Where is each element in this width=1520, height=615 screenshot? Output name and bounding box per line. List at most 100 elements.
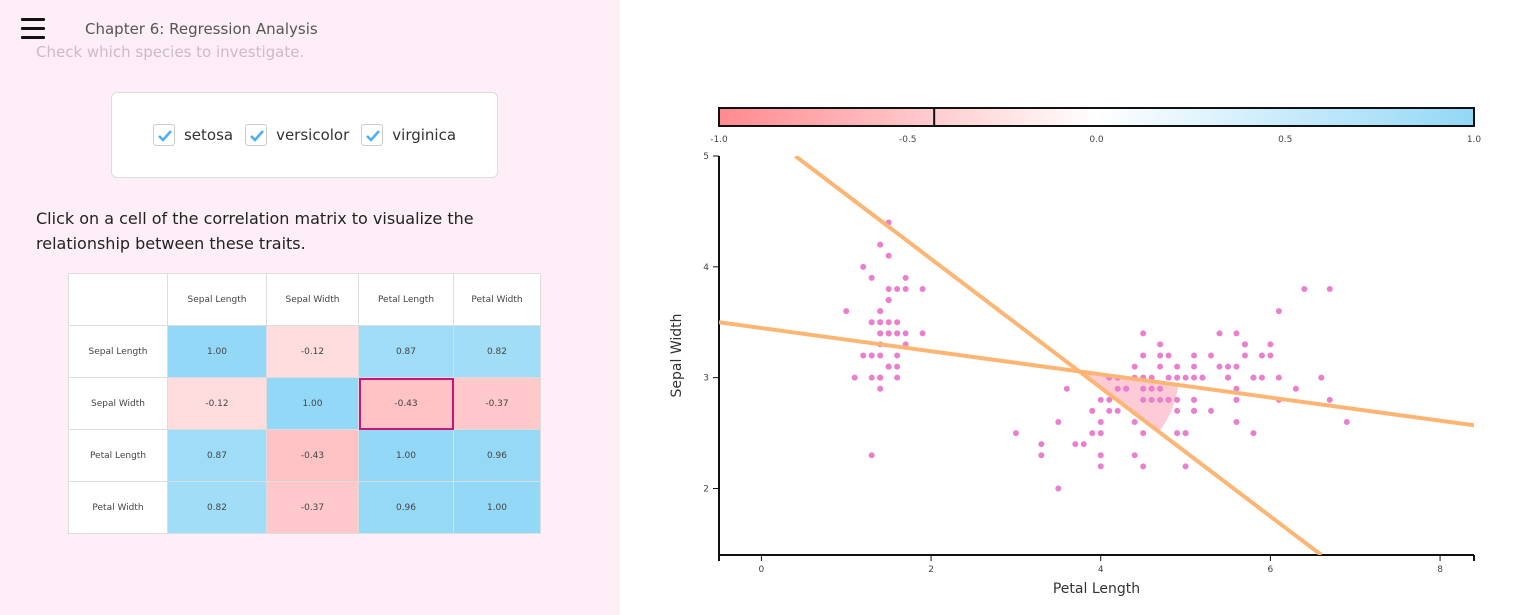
data-point xyxy=(1106,396,1113,403)
data-point xyxy=(1191,396,1198,403)
matrix-cell[interactable]: 1.00 xyxy=(167,325,267,378)
data-point xyxy=(1157,385,1164,392)
data-point xyxy=(1208,352,1215,359)
checkbox-checked-icon[interactable] xyxy=(152,124,175,146)
data-point xyxy=(885,363,892,370)
checkbox-checked-icon[interactable] xyxy=(361,124,384,146)
matrix-cell[interactable]: 0.87 xyxy=(358,325,454,378)
data-point xyxy=(1233,396,1240,403)
y-tick-label: 2 xyxy=(703,485,709,495)
matrix-cell[interactable]: -0.37 xyxy=(266,481,359,534)
data-point xyxy=(1241,352,1248,359)
data-point xyxy=(1072,441,1079,448)
data-point xyxy=(1157,352,1164,359)
data-point xyxy=(877,385,884,392)
data-point xyxy=(902,286,909,292)
data-point xyxy=(1140,463,1147,470)
matrix-cell[interactable]: -0.12 xyxy=(167,377,267,430)
data-point xyxy=(1174,430,1181,437)
data-point xyxy=(1131,419,1138,425)
data-point xyxy=(885,297,892,304)
data-point xyxy=(919,330,926,337)
data-point xyxy=(868,352,875,359)
data-point xyxy=(1055,419,1062,425)
data-point xyxy=(1250,374,1257,381)
data-point xyxy=(1191,407,1198,414)
data-point xyxy=(1097,463,1104,470)
species-option-setosa[interactable]: setosa xyxy=(152,124,233,146)
data-point xyxy=(1224,363,1231,370)
plot-content xyxy=(719,156,1474,555)
chart-panel: -1.0 -0.5 0.0 0.5 1.0 0 2 4 6 8 2 3 4 5 Petal Length S… xyxy=(620,0,1520,615)
data-point xyxy=(1275,308,1282,315)
species-option-versicolor[interactable]: versicolor xyxy=(245,124,349,146)
x-tick-label: 4 xyxy=(1098,565,1104,575)
data-point xyxy=(885,319,892,326)
data-point xyxy=(902,330,909,337)
column-header: Petal Width xyxy=(453,273,541,326)
colorbar-tick-label: 0.0 xyxy=(1089,135,1104,145)
x-tick-label: 6 xyxy=(1268,565,1274,575)
y-tick-label: 4 xyxy=(703,263,709,273)
data-point xyxy=(1131,363,1138,370)
x-axis-label: Petal Length xyxy=(1053,581,1140,597)
data-point xyxy=(894,330,901,337)
hamburger-menu-icon[interactable] xyxy=(21,18,45,40)
data-point xyxy=(860,352,867,359)
data-point xyxy=(1233,419,1240,425)
data-point xyxy=(1140,396,1147,403)
checkbox-checked-icon[interactable] xyxy=(245,124,268,146)
data-point xyxy=(1114,385,1121,392)
data-point xyxy=(1174,374,1181,381)
matrix-cell[interactable]: 0.87 xyxy=(167,429,267,482)
matrix-cell[interactable]: -0.43 xyxy=(358,377,454,430)
data-point xyxy=(1199,374,1206,381)
data-point xyxy=(1089,430,1096,437)
data-point xyxy=(1157,396,1164,403)
column-header: Sepal Width xyxy=(266,273,359,326)
matrix-cell[interactable]: 0.96 xyxy=(358,481,454,534)
column-header: Petal Length xyxy=(358,273,454,326)
row-header: Sepal Length xyxy=(68,325,168,378)
species-option-virginica[interactable]: virginica xyxy=(361,124,456,146)
data-point xyxy=(1038,441,1045,448)
species-label: versicolor xyxy=(276,126,350,144)
matrix-cell[interactable]: 1.00 xyxy=(266,377,359,430)
data-point xyxy=(1089,407,1096,414)
data-point xyxy=(1055,485,1062,492)
regression-line xyxy=(794,156,1323,555)
data-point xyxy=(1326,286,1333,292)
data-point xyxy=(1080,441,1087,448)
data-point xyxy=(894,374,901,381)
species-selector: setosa versicolor virginica xyxy=(111,92,498,178)
matrix-cell[interactable]: -0.12 xyxy=(266,325,359,378)
matrix-cell[interactable]: 0.96 xyxy=(453,429,541,482)
data-point xyxy=(1123,385,1130,392)
column-header: Sepal Length xyxy=(167,273,267,326)
data-point xyxy=(1182,374,1189,381)
data-point xyxy=(1267,341,1274,348)
matrix-cell[interactable]: 0.82 xyxy=(453,325,541,378)
data-point xyxy=(1216,363,1223,370)
colorbar-tick-label: 1.0 xyxy=(1467,135,1482,145)
plot-area: 0 2 4 6 8 2 3 4 5 Petal Length Sepal Width xyxy=(669,152,1475,597)
data-point xyxy=(1326,396,1333,403)
data-point xyxy=(1106,407,1113,414)
matrix-cell[interactable]: 0.82 xyxy=(167,481,267,534)
matrix-cell[interactable]: 1.00 xyxy=(453,481,541,534)
matrix-cell[interactable]: 1.00 xyxy=(358,429,454,482)
colorbar-tick-label: -0.5 xyxy=(899,135,917,145)
data-point xyxy=(851,374,858,381)
data-point xyxy=(1258,352,1265,359)
species-label: virginica xyxy=(392,126,457,144)
data-point xyxy=(1182,430,1189,437)
colorbar-gradient xyxy=(718,107,1475,127)
data-point xyxy=(877,308,884,315)
matrix-corner xyxy=(68,273,168,326)
matrix-cell[interactable]: -0.37 xyxy=(453,377,541,430)
matrix-cell[interactable]: -0.43 xyxy=(266,429,359,482)
y-tick-label: 3 xyxy=(703,374,709,384)
data-point xyxy=(1241,341,1248,348)
data-point xyxy=(1191,374,1198,381)
data-point xyxy=(1233,385,1240,392)
